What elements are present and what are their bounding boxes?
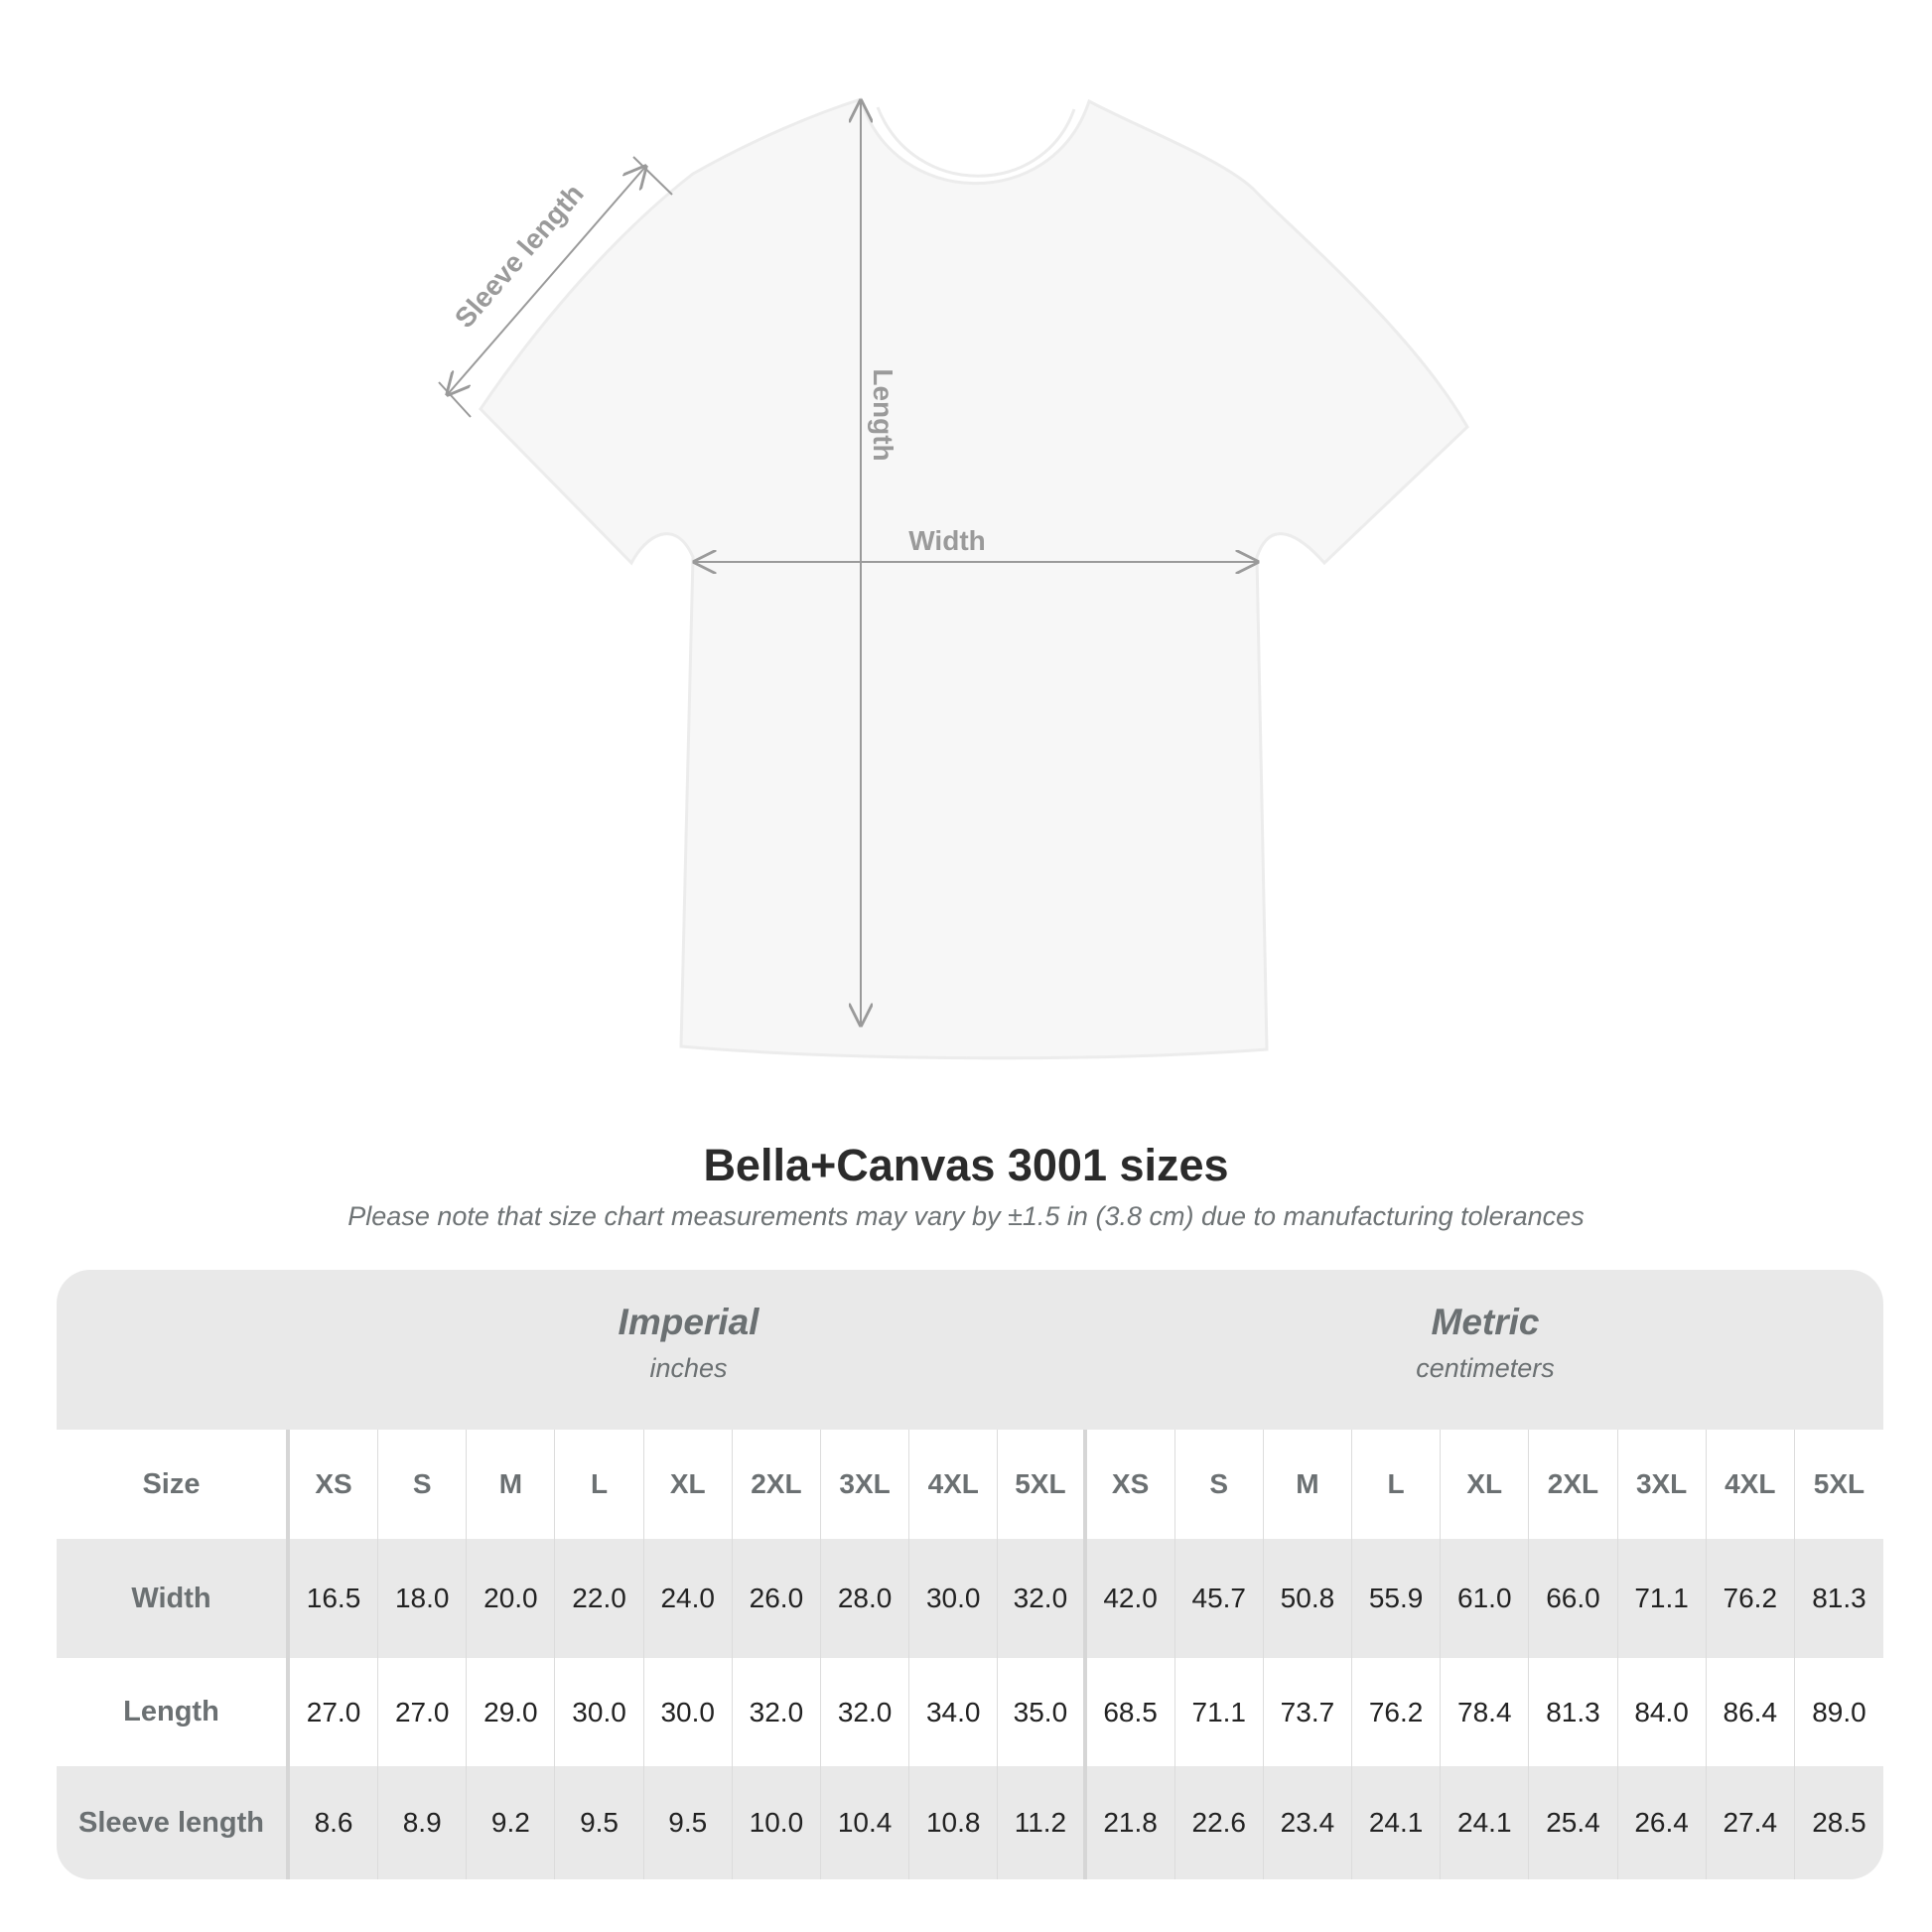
value-cell: 81.3 [1812, 1583, 1866, 1613]
size-header-cell: XL [1441, 1430, 1530, 1539]
imperial-unit: inches [649, 1353, 728, 1383]
size-header-cell: S [1175, 1430, 1264, 1539]
value-cell: 25.4 [1529, 1766, 1618, 1879]
row-label: Length [57, 1658, 290, 1766]
value-cell: 9.2 [467, 1766, 556, 1879]
length-label: Length [868, 368, 898, 461]
table-row: Sleeve length 8.6 8.9 9.2 9.5 9.5 10.0 10.4 10.8… [57, 1766, 1883, 1879]
sleeve-measure-line [438, 156, 673, 418]
value-cell: 22.0 [555, 1539, 644, 1658]
value-cell: 27.0 [378, 1658, 468, 1766]
imperial-title: Imperial [618, 1302, 759, 1342]
value-cell: 45.7 [1175, 1539, 1264, 1658]
size-header-cell: L [555, 1430, 644, 1539]
value-cell: 18.0 [378, 1539, 468, 1658]
page-title: Bella+Canvas 3001 sizes [703, 1140, 1229, 1190]
value-cell: 29.0 [467, 1658, 556, 1766]
size-header-cell: S [378, 1430, 468, 1539]
value-cell: 26.4 [1618, 1766, 1707, 1879]
size-header-cell: 2XL [733, 1430, 821, 1539]
value-cell: 71.1 [1618, 1539, 1707, 1658]
value-cell: 26.0 [733, 1539, 821, 1658]
tolerance-note: Please note that size chart measurements… [347, 1201, 1585, 1231]
value-cell: 30.0 [909, 1539, 999, 1658]
value-cell: 20.0 [467, 1539, 556, 1658]
value-cell: 68.5 [1087, 1658, 1175, 1766]
imperial-header: Imperial inches [290, 1270, 1087, 1430]
metric-title: Metric [1431, 1302, 1540, 1342]
value-cell: 10.4 [821, 1766, 910, 1879]
value-cell: 84.0 [1618, 1658, 1707, 1766]
value-cell: 22.6 [1175, 1766, 1264, 1879]
size-header-cell: 5XL [998, 1430, 1087, 1539]
value-cell: 10.8 [909, 1766, 999, 1879]
value-cell: 76.2 [1707, 1539, 1795, 1658]
size-header-cell: XL [644, 1430, 733, 1539]
value-cell: 30.0 [644, 1658, 733, 1766]
value-cell: 9.5 [555, 1766, 644, 1879]
size-header-cell: 4XL [909, 1430, 999, 1539]
width-label: Width [908, 525, 986, 556]
value-cell: 42.0 [1087, 1539, 1175, 1658]
value-cell: 24.0 [644, 1539, 733, 1658]
tshirt-diagram: Sleeve length Length Width [438, 97, 1469, 1060]
size-header-cell: XS [1087, 1430, 1175, 1539]
value-cell: 23.4 [1264, 1766, 1353, 1879]
value-cell: 66.0 [1529, 1539, 1618, 1658]
size-header-cell: 2XL [1529, 1430, 1618, 1539]
size-header-cell: 3XL [821, 1430, 910, 1539]
value-cell: 11.2 [998, 1766, 1087, 1879]
value-cell: 32.0 [998, 1539, 1087, 1658]
value-cell: 28.0 [821, 1539, 910, 1658]
size-header-cell: 3XL [1618, 1430, 1707, 1539]
row-label: Width [57, 1539, 290, 1658]
value-cell: 8.6 [290, 1766, 379, 1879]
size-header-cell: L [1352, 1430, 1442, 1539]
value-cell: 21.8 [1087, 1766, 1175, 1879]
value-cell: 32.0 [821, 1658, 910, 1766]
value-cell: 10.0 [733, 1766, 821, 1879]
metric-header: Metric centimeters [1087, 1270, 1883, 1430]
value-cell: 27.0 [290, 1658, 379, 1766]
value-cell: 24.1 [1441, 1766, 1530, 1879]
value-cell: 76.2 [1352, 1658, 1442, 1766]
value-cell: 27.4 [1707, 1766, 1795, 1879]
size-header-cell: M [1264, 1430, 1353, 1539]
metric-unit: centimeters [1416, 1353, 1555, 1383]
value-cell: 50.8 [1264, 1539, 1353, 1658]
size-header-row: Size XS S M L XL 2XL 3XL 4XL 5XL XS S M L XL 2XL 3XL 4XL 5… [57, 1430, 1883, 1539]
size-header-cell: XS [290, 1430, 379, 1539]
value-cell: 32.0 [733, 1658, 821, 1766]
row-label: Sleeve length [57, 1766, 290, 1879]
value-cell: 71.1 [1175, 1658, 1264, 1766]
value-cell: 55.9 [1352, 1539, 1442, 1658]
value-cell: 73.7 [1264, 1658, 1353, 1766]
value-cell: 34.0 [909, 1658, 999, 1766]
value-cell: 8.9 [378, 1766, 468, 1879]
row-label: Size [57, 1430, 290, 1539]
value-cell: 61.0 [1441, 1539, 1530, 1658]
value-cell: 28.5 [1812, 1807, 1866, 1838]
table-row: Width 16.5 18.0 20.0 22.0 24.0 26.0 28.0 30.0 32.… [57, 1539, 1883, 1658]
size-table: Imperial inches Metric centimeters Size X… [57, 1270, 1883, 1879]
tshirt-image [479, 97, 1469, 1060]
value-cell: 24.1 [1352, 1766, 1442, 1879]
size-header-cell: 4XL [1707, 1430, 1795, 1539]
value-cell: 81.3 [1529, 1658, 1618, 1766]
value-cell: 89.0 [1812, 1696, 1866, 1727]
value-cell: 16.5 [290, 1539, 379, 1658]
table-row: Length 27.0 27.0 29.0 30.0 30.0 32.0 32.0 34.0 35… [57, 1658, 1883, 1766]
value-cell: 9.5 [644, 1766, 733, 1879]
value-cell: 35.0 [998, 1658, 1087, 1766]
size-header-cell: 5XL [1813, 1468, 1865, 1499]
value-cell: 86.4 [1707, 1658, 1795, 1766]
value-cell: 78.4 [1441, 1658, 1530, 1766]
size-header-cell: M [467, 1430, 556, 1539]
value-cell: 30.0 [555, 1658, 644, 1766]
